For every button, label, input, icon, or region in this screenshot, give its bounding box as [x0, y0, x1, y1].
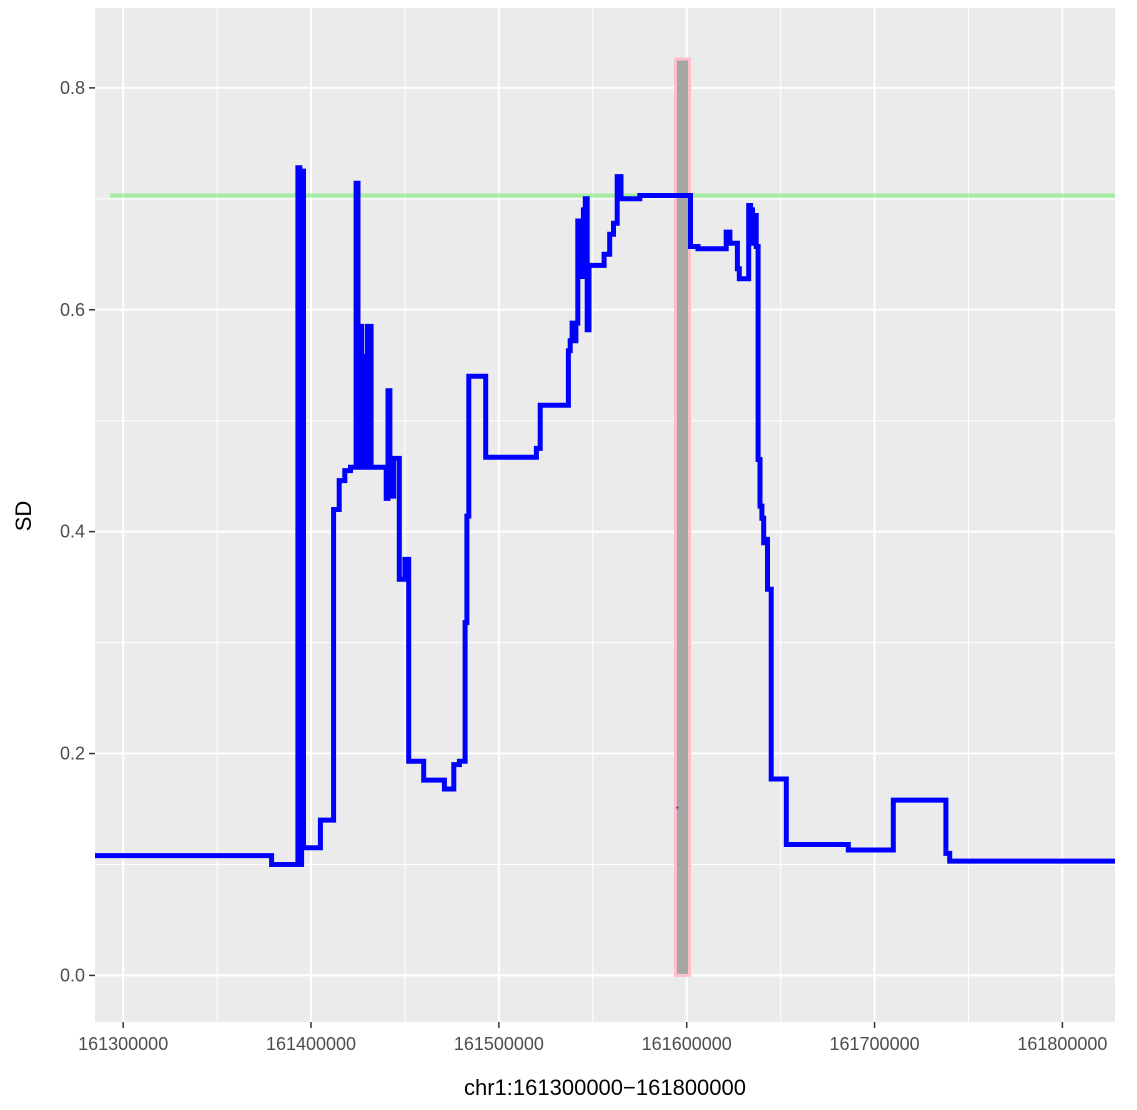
y-axis-ticks: 0.0 0.2 0.4 0.6 0.8: [60, 78, 95, 985]
y-tick-label: 0.0: [60, 965, 85, 985]
grid-minor: [95, 8, 1115, 1022]
x-tick-label: 161600000: [642, 1034, 732, 1054]
highlight-region: [673, 57, 692, 977]
x-tick-label: 161700000: [830, 1034, 920, 1054]
series-line-0: [95, 165, 1115, 867]
marker-label: *: [675, 805, 679, 816]
x-axis-ticks: 161300000 161400000 161500000 161600000 1617…: [78, 1022, 1107, 1054]
y-tick-label: 0.4: [60, 522, 85, 542]
x-axis-title: chr1:161300000−161800000: [464, 1075, 746, 1100]
y-tick-label: 0.8: [60, 78, 85, 98]
y-tick-label: 0.2: [60, 744, 85, 764]
marker-layer: *: [675, 805, 679, 816]
x-tick-label: 161300000: [78, 1034, 168, 1054]
x-tick-label: 161500000: [454, 1034, 544, 1054]
plot-panel: [95, 8, 1115, 1022]
highlight-layer: [673, 57, 692, 977]
y-axis-title: SD: [11, 501, 36, 532]
series-layer: [95, 165, 1115, 867]
y-tick-label: 0.6: [60, 300, 85, 320]
x-tick-label: 161400000: [266, 1034, 356, 1054]
x-tick-label: 161800000: [1017, 1034, 1107, 1054]
